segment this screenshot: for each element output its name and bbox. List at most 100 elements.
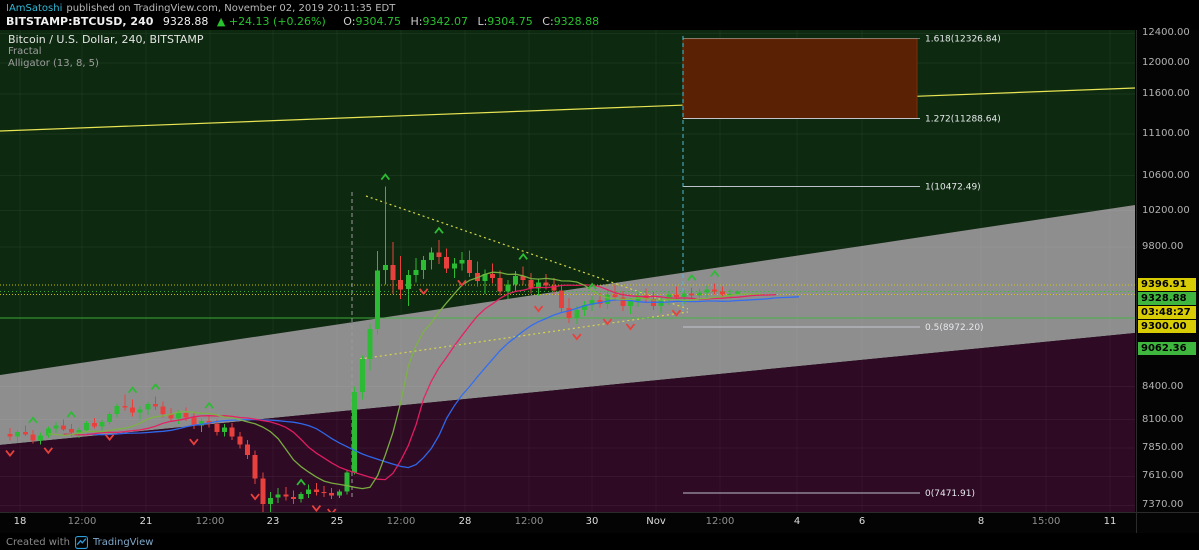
- candle-body: [497, 277, 503, 292]
- fractal-up-icon: [28, 416, 38, 424]
- candle-body: [359, 359, 365, 393]
- candle-body: [505, 284, 511, 292]
- candle-body: [451, 263, 457, 269]
- candle-body: [735, 291, 741, 294]
- axis-corner: [1136, 513, 1199, 533]
- publish-line: IAmSatoshi published on TradingView.com, …: [6, 2, 1199, 15]
- fractal-up-icon: [150, 382, 161, 390]
- candle-body: [22, 432, 28, 435]
- candle-body: [145, 404, 151, 410]
- time-tick-label: 12:00: [195, 516, 225, 527]
- candle-body: [405, 275, 411, 290]
- candle-body: [336, 491, 342, 496]
- low-label: L:: [477, 15, 488, 28]
- price-line-label: 9396.91: [1138, 278, 1196, 291]
- candle-body: [543, 282, 549, 286]
- candle-body: [413, 270, 419, 276]
- candle-body: [551, 285, 557, 291]
- fractal-up-icon: [204, 401, 214, 409]
- price-tick-label: 9800.00: [1142, 241, 1184, 252]
- gray-channel-zone: [0, 205, 1135, 445]
- candle-body: [628, 301, 633, 307]
- candle-body: [367, 329, 373, 359]
- fractal-down-icon: [533, 305, 544, 313]
- fractal-down-icon: [250, 493, 260, 501]
- candle-body: [673, 294, 679, 298]
- price-line-label: 9328.88: [1138, 292, 1196, 305]
- fractal-down-icon: [418, 288, 429, 296]
- time-axis[interactable]: 18 12:00 21 12:00 23 25 12:00 28 12:00 30 Nov 12:00…: [0, 512, 1199, 533]
- candle-body: [428, 252, 434, 260]
- candle-body: [352, 392, 358, 473]
- price-tick-label: 7370.00: [1142, 499, 1184, 510]
- fractal-down-icon: [104, 434, 115, 442]
- fib-level-label: 0(7471.91): [925, 489, 975, 499]
- candle-body: [436, 252, 442, 258]
- candle-body: [719, 291, 725, 295]
- time-tick-label: 12:00: [67, 516, 97, 527]
- symbol-title[interactable]: BITSTAMP:BTCUSD, 240: [6, 15, 154, 28]
- price-tick-label: 11100.00: [1142, 128, 1190, 139]
- candle-body: [482, 274, 488, 281]
- price-chart-canvas[interactable]: 1.618(12326.84) 1.272(11288.64) 1(10472.49…: [0, 30, 1136, 512]
- time-tick-label: 4: [793, 516, 801, 527]
- time-tick-label: 12:00: [386, 516, 416, 527]
- candle-body: [559, 290, 564, 309]
- candle-body: [53, 425, 59, 429]
- candle-body: [199, 420, 204, 426]
- candle-body: [84, 423, 90, 430]
- upper-trendline[interactable]: [0, 87, 1136, 132]
- fractal-up-icon: [518, 252, 528, 260]
- candle-body: [574, 310, 580, 319]
- candle-body: [214, 424, 220, 433]
- candle-body: [582, 305, 587, 310]
- candle-body: [704, 289, 710, 293]
- fractal-down-icon: [43, 447, 54, 455]
- fractal-up-icon: [296, 478, 306, 486]
- fib-target-box[interactable]: [682, 38, 918, 120]
- candle-body: [260, 478, 266, 505]
- publish-text: published on TradingView.com, November 0…: [66, 3, 396, 14]
- candle-body: [727, 293, 733, 295]
- candle-body: [689, 293, 695, 296]
- fractal-down-icon: [671, 309, 682, 317]
- candle-body: [267, 497, 273, 505]
- candle-body: [122, 405, 128, 408]
- candle-body: [520, 276, 526, 280]
- candle-body: [329, 492, 335, 496]
- symbol-line: BITSTAMP:BTCUSD, 240 9328.88 ▲ +24.13 (+…: [6, 15, 1199, 29]
- price-axis[interactable]: 12400.00 12000.00 11600.00 11100.00 10600.00…: [1136, 27, 1199, 512]
- author-name[interactable]: IAmSatoshi: [6, 3, 63, 14]
- low-value: 9304.75: [487, 15, 533, 28]
- price-tick-label: 8100.00: [1142, 414, 1184, 425]
- candle-body: [390, 265, 396, 280]
- triangle-trendline[interactable]: [365, 195, 689, 310]
- price-tick-label: 12400.00: [1142, 27, 1190, 38]
- fractal-down-icon: [625, 323, 636, 331]
- time-tick-label: 12:00: [705, 516, 735, 527]
- tradingview-brand-text[interactable]: TradingView: [92, 536, 154, 548]
- time-tick-label: 28: [458, 516, 472, 527]
- time-tick-label: 6: [858, 516, 866, 527]
- candle-body: [459, 259, 465, 264]
- time-tick-label: 25: [330, 516, 344, 527]
- candle-body: [298, 494, 304, 500]
- chart-header: IAmSatoshi published on TradingView.com, …: [0, 0, 1199, 30]
- candle-body: [229, 427, 235, 437]
- fractal-down-icon: [5, 450, 15, 458]
- candle-body: [696, 292, 702, 296]
- price-line-label: 9300.00: [1138, 320, 1196, 333]
- candle-body: [107, 414, 113, 422]
- candle-body: [237, 436, 243, 445]
- candle-body: [275, 494, 281, 498]
- time-tick-label: Nov: [646, 516, 666, 527]
- time-tick-label: 15:00: [1031, 516, 1061, 527]
- candle-body: [536, 282, 541, 289]
- candle-body: [620, 297, 626, 307]
- candle-body: [252, 455, 258, 479]
- fractal-up-icon: [127, 386, 138, 394]
- candle-body: [321, 491, 327, 494]
- candle-body: [153, 404, 158, 407]
- triangle-trendline[interactable]: [359, 311, 689, 360]
